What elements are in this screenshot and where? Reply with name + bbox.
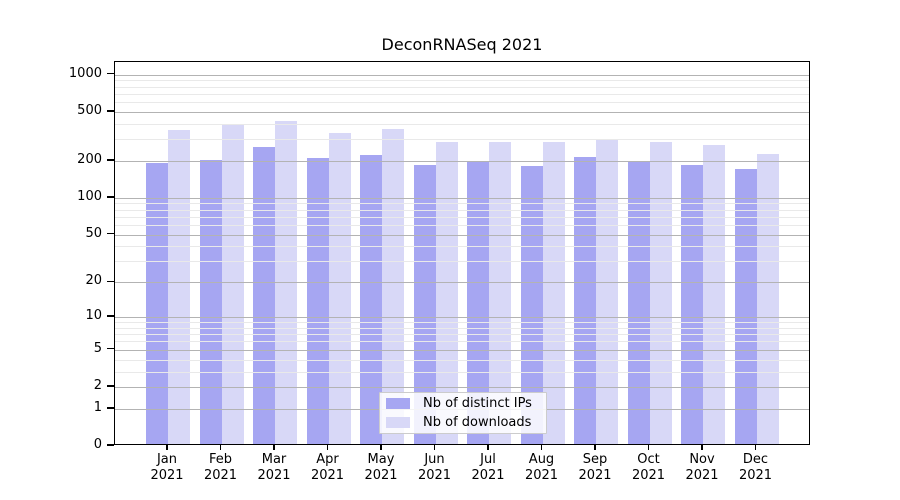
bar-distinct-ips-nov — [681, 164, 703, 444]
bar-distinct-ips-oct — [627, 161, 650, 444]
bar-distinct-ips-feb — [199, 159, 222, 444]
x-axis-tick — [380, 445, 382, 450]
y-axis-tick — [107, 444, 114, 446]
x-axis-tick — [487, 445, 489, 450]
bar-distinct-ips-jun — [413, 164, 436, 444]
bar-downloads-apr — [328, 132, 351, 444]
y-axis-tick — [107, 280, 114, 282]
y-axis-tick — [107, 347, 114, 350]
x-axis-tick — [701, 445, 703, 450]
bar-distinct-ips-mar — [253, 146, 275, 444]
legend-swatch-downloads — [386, 417, 410, 428]
x-tick-label: Oct 2021 — [631, 452, 666, 483]
bar-downloads-nov — [703, 144, 725, 444]
y-axis-tick — [107, 232, 114, 235]
legend-label: Nb of downloads — [423, 415, 532, 430]
y-tick-label: 20 — [85, 273, 102, 289]
y-tick-label: 1 — [93, 399, 102, 415]
bar-distinct-ips-dec — [734, 169, 757, 444]
x-tick-label: Mar 2021 — [257, 452, 291, 483]
x-tick-label: May 2021 — [364, 452, 398, 483]
bar-distinct-ips-jul — [467, 161, 489, 444]
y-axis-tick — [107, 110, 114, 112]
x-axis-tick — [326, 445, 329, 450]
x-tick-label: Jun 2021 — [417, 452, 452, 483]
x-tick-label: Dec 2021 — [738, 452, 773, 483]
legend-row: Nb of distinct IPs — [386, 397, 538, 410]
y-axis-tick — [107, 196, 114, 198]
bar-distinct-ips-jan — [146, 163, 168, 444]
x-axis-tick — [540, 445, 543, 450]
bar-downloads-feb — [221, 124, 244, 444]
bar-distinct-ips-sep — [574, 156, 596, 444]
y-axis-tick — [107, 385, 114, 387]
y-tick-label: 2 — [93, 377, 102, 393]
bars-layer — [115, 62, 809, 444]
x-axis-tick — [754, 445, 757, 450]
x-axis-tick — [647, 445, 650, 450]
legend-swatch-distinct-ips — [386, 398, 410, 409]
plot-area — [114, 61, 810, 445]
y-tick-label: 0 — [93, 437, 102, 452]
y-tick-label: 50 — [85, 225, 102, 241]
x-axis-tick — [594, 445, 596, 450]
y-tick-label: 5 — [93, 340, 102, 356]
legend-row: Nb of downloads — [386, 416, 538, 429]
y-tick-label: 1000 — [68, 65, 102, 81]
x-tick-label: Apr 2021 — [310, 452, 345, 483]
y-axis-tick — [107, 315, 114, 317]
bar-downloads-sep — [596, 139, 618, 444]
y-tick-label: 200 — [77, 151, 102, 167]
y-tick-label: 10 — [85, 308, 102, 324]
bar-downloads-dec — [756, 153, 779, 444]
x-tick-label: Jul 2021 — [471, 452, 505, 483]
x-tick-label: Feb 2021 — [203, 452, 238, 483]
x-axis-tick — [273, 445, 275, 450]
y-axis-tick — [107, 72, 114, 75]
y-axis-tick — [107, 407, 114, 409]
bar-downloads-oct — [649, 142, 672, 444]
x-axis-tick — [433, 445, 436, 450]
bar-distinct-ips-apr — [306, 157, 329, 444]
bar-downloads-may — [382, 128, 404, 444]
legend: Nb of distinct IPs Nb of downloads — [379, 392, 547, 434]
y-axis-tick — [107, 159, 114, 161]
bar-downloads-mar — [275, 120, 297, 444]
bar-downloads-jan — [168, 129, 190, 444]
x-axis-tick — [166, 445, 168, 450]
chart-title: DeconRNASeq 2021 — [381, 35, 543, 54]
x-tick-label: Nov 2021 — [685, 452, 719, 483]
y-tick-label: 100 — [77, 188, 102, 204]
bar-distinct-ips-aug — [520, 166, 543, 444]
x-tick-label: Sep 2021 — [578, 452, 612, 483]
x-tick-label: Jan 2021 — [150, 452, 184, 483]
y-tick-label: 500 — [77, 102, 102, 118]
x-tick-label: Aug 2021 — [524, 452, 559, 483]
bar-downloads-aug — [542, 142, 565, 444]
legend-label: Nb of distinct IPs — [423, 396, 532, 411]
x-axis-tick — [219, 445, 222, 450]
